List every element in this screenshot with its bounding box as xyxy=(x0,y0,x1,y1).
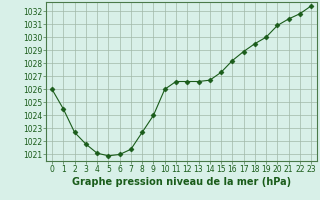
X-axis label: Graphe pression niveau de la mer (hPa): Graphe pression niveau de la mer (hPa) xyxy=(72,177,291,187)
